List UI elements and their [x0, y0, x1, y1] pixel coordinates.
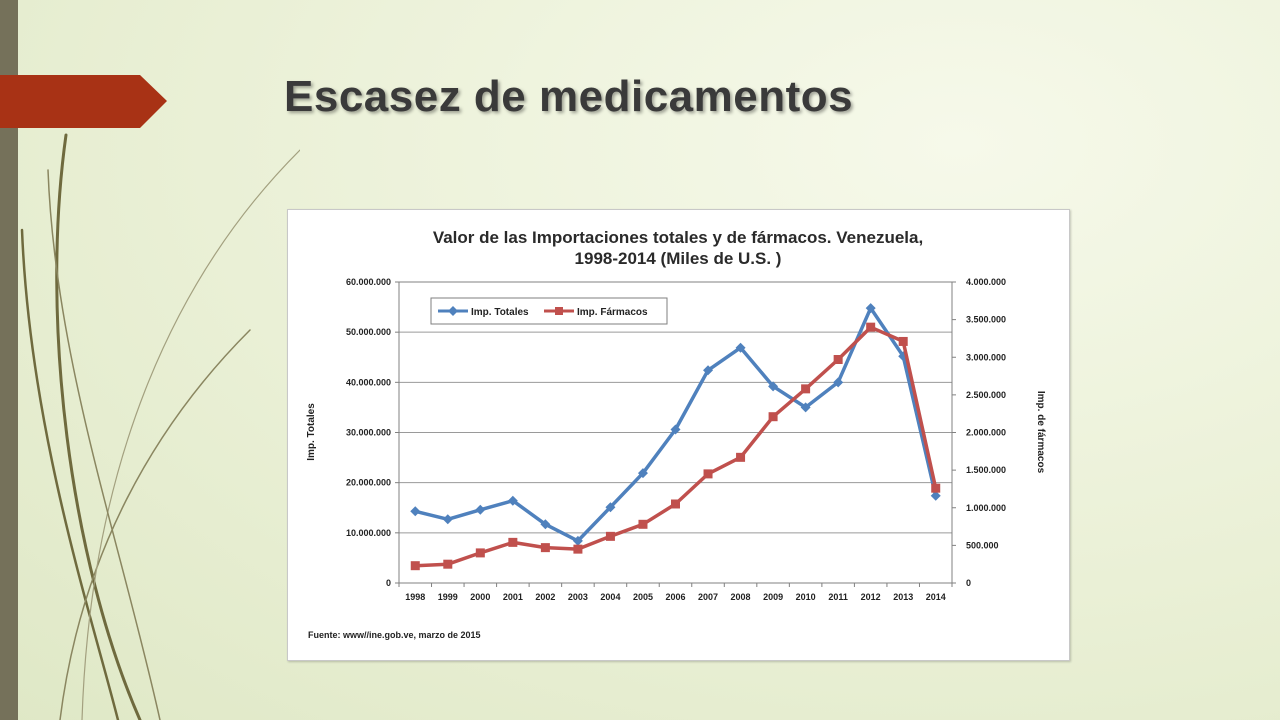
y-right-tick-label: 1.000.000	[966, 503, 1006, 513]
x-tick-label: 2008	[731, 592, 751, 602]
data-point-diamond	[410, 506, 421, 517]
data-point-square	[898, 336, 908, 346]
x-axis-ticks: 1998 1999 2000 2001 2002 2003 2004 2005 2006 2007…	[398, 583, 953, 602]
decor-curve	[55, 133, 142, 720]
x-tick-label: 2010	[796, 592, 816, 602]
slide-title: Escasez de medicamentos	[284, 72, 854, 121]
data-point-diamond	[442, 514, 453, 525]
decor-curve	[47, 169, 161, 720]
x-tick-label: 2005	[633, 592, 653, 602]
data-point-diamond	[507, 495, 518, 506]
data-point-square	[475, 548, 485, 558]
legend-label-farmacos: Imp. Fármacos	[577, 307, 648, 318]
y-left-tick-label: 60.000.000	[346, 277, 391, 287]
left-accent-band	[0, 0, 18, 720]
legend-marker-totales	[448, 306, 458, 316]
data-point-square	[768, 412, 778, 422]
series-totales	[410, 303, 941, 546]
title-accent-arrow	[0, 75, 167, 128]
chart-title-line-1: Valor de las Importaciones totales y de …	[433, 228, 923, 247]
legend-marker-farmacos	[555, 307, 563, 315]
data-point-diamond	[735, 342, 746, 353]
legend-label-totales: Imp. Totales	[471, 307, 529, 318]
x-tick-label: 1999	[438, 592, 458, 602]
data-point-square	[410, 561, 420, 571]
x-tick-label: 1998	[405, 592, 425, 602]
x-tick-label: 2006	[665, 592, 685, 602]
data-point-diamond	[768, 381, 779, 392]
data-point-diamond	[930, 490, 941, 501]
series-farmacos	[410, 322, 941, 571]
decor-curve	[20, 228, 120, 720]
data-point-square	[801, 384, 811, 394]
data-point-diamond	[703, 365, 714, 376]
x-tick-label: 2013	[893, 592, 913, 602]
right-axis-ticks: 0 500.000 1.000.000 1.500.000 2.000.000 2.500…	[952, 277, 1006, 588]
y-right-tick-label: 3.000.000	[966, 352, 1006, 362]
source-note: Fuente: www//ine.gob.ve, marzo de 2015	[308, 630, 481, 640]
y-right-tick-label: 500.000	[966, 540, 999, 550]
decor-curve	[59, 329, 251, 720]
y-right-tick-label: 2.000.000	[966, 428, 1006, 438]
data-point-diamond	[800, 402, 811, 413]
data-point-diamond	[833, 377, 844, 388]
x-tick-label: 2011	[828, 592, 848, 602]
y-left-tick-label: 10.000.000	[346, 528, 391, 538]
y-left-tick-label: 0	[386, 578, 391, 588]
y-right-tick-label: 3.500.000	[966, 315, 1006, 325]
data-point-square	[671, 499, 680, 509]
x-tick-label: 2003	[568, 592, 588, 602]
x-tick-label: 2000	[470, 592, 490, 602]
data-point-square	[703, 469, 713, 479]
y-left-tick-label: 20.000.000	[346, 478, 391, 488]
data-point-diamond	[605, 502, 616, 513]
y-right-tick-label: 0	[966, 578, 971, 588]
chart-frame: Valor de las Importaciones totales y de …	[287, 209, 1070, 661]
data-point-diamond	[475, 504, 486, 515]
decorative-curves	[20, 133, 300, 720]
x-tick-label: 2012	[861, 592, 881, 602]
y-left-tick-label: 50.000.000	[346, 327, 391, 337]
data-point-square	[931, 483, 941, 493]
x-tick-label: 2001	[503, 592, 523, 602]
series-line	[415, 325, 938, 568]
series-layer	[410, 303, 941, 571]
x-tick-label: 2014	[926, 592, 946, 602]
data-point-square	[638, 519, 648, 529]
y-axis-left-label: Imp. Totales	[306, 403, 317, 461]
chart-title-line-2: 1998-2014 (Miles de U.S. )	[575, 249, 782, 268]
line-chart: Valor de las Importaciones totales y de …	[306, 228, 1046, 640]
data-point-square	[443, 559, 453, 569]
y-left-tick-label: 40.000.000	[346, 377, 391, 387]
x-tick-label: 2009	[763, 592, 783, 602]
data-point-square	[540, 543, 550, 553]
data-point-diamond	[670, 424, 681, 435]
data-point-square	[605, 531, 615, 541]
x-tick-label: 2007	[698, 592, 718, 602]
x-tick-label: 2002	[535, 592, 555, 602]
decor-curve	[81, 149, 300, 720]
y-right-tick-label: 4.000.000	[966, 277, 1006, 287]
y-right-tick-label: 2.500.000	[966, 390, 1006, 400]
data-point-square	[866, 322, 876, 332]
y-axis-right-label: Imp. de fármacos	[1035, 391, 1046, 474]
data-point-square	[736, 452, 746, 462]
left-axis-ticks: 0 10.000.000 20.000.000 30.000.000 40.000.00…	[346, 277, 399, 588]
legend: Imp. Totales Imp. Fármacos	[430, 297, 668, 325]
data-point-diamond	[572, 535, 583, 546]
y-left-tick-label: 30.000.000	[346, 428, 391, 438]
data-point-diamond	[865, 303, 876, 314]
data-point-square	[508, 537, 518, 547]
x-tick-label: 2004	[600, 592, 620, 602]
data-point-square	[833, 355, 843, 365]
y-right-tick-label: 1.500.000	[966, 465, 1006, 475]
data-point-diamond	[540, 519, 551, 530]
data-point-square	[573, 544, 583, 554]
data-point-diamond	[637, 468, 648, 479]
